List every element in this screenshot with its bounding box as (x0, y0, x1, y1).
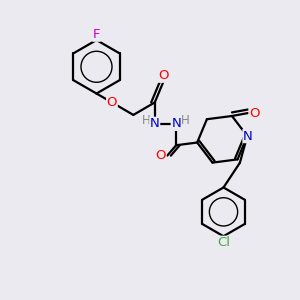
Text: O: O (158, 69, 169, 82)
Text: Cl: Cl (217, 236, 230, 249)
Text: O: O (155, 149, 166, 162)
Text: N: N (150, 117, 160, 130)
Text: O: O (249, 106, 260, 119)
Text: H: H (181, 114, 189, 127)
Text: O: O (107, 96, 117, 109)
Text: H: H (142, 114, 150, 127)
Text: N: N (243, 130, 253, 142)
Text: F: F (93, 28, 100, 41)
Text: N: N (171, 117, 181, 130)
